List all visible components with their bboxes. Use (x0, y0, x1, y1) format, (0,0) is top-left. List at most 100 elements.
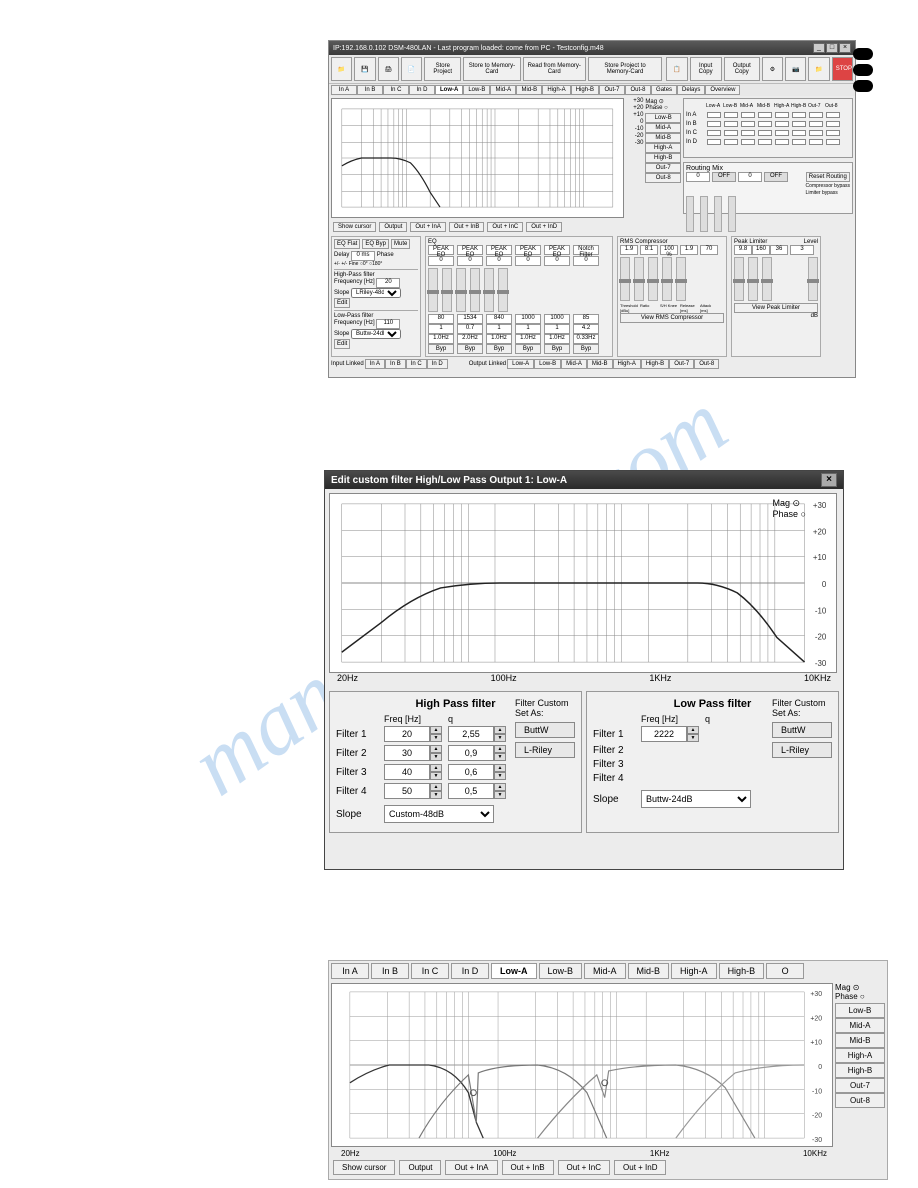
tab-in-d[interactable]: In D (409, 85, 435, 95)
lpf-slope-select[interactable]: Buttw-24dB (351, 329, 401, 339)
tab[interactable]: Mid-A (584, 963, 626, 979)
lriley-button[interactable]: L-Riley (515, 742, 575, 758)
matrix-cell[interactable] (826, 112, 840, 118)
tab[interactable]: In B (371, 963, 409, 979)
matrix-cell[interactable] (758, 112, 772, 118)
eq-bws[interactable]: 1.0Hz (544, 334, 570, 344)
lpf-freq-input[interactable]: 110 (376, 319, 400, 329)
save-icon[interactable]: 💾 (354, 57, 375, 81)
hp-slope-select[interactable]: Custom-48dB (384, 805, 494, 823)
matrix-cell[interactable] (826, 139, 840, 145)
matrix-cell[interactable] (707, 121, 721, 127)
matrix-cell[interactable] (707, 139, 721, 145)
freq-input[interactable]: ▲▼ (641, 726, 699, 742)
eq-qs[interactable]: 1 (486, 324, 512, 334)
matrix-cell[interactable] (707, 130, 721, 136)
matrix-cell[interactable] (826, 121, 840, 127)
matrix-cell[interactable] (809, 139, 823, 145)
eq-slider[interactable] (456, 268, 466, 312)
rms-slider[interactable] (662, 257, 672, 301)
tab[interactable]: Mid-B (628, 963, 670, 979)
overlay-mid-a[interactable]: Mid-A (645, 123, 681, 133)
eq-zeros[interactable]: 0 (486, 256, 512, 266)
reset-routing-button[interactable]: Reset Routing (806, 172, 850, 182)
matrix-cell[interactable] (792, 139, 806, 145)
lpf-edit-button[interactable]: Edit (334, 339, 350, 349)
linked-out[interactable]: Low-A (507, 359, 534, 369)
eq-slider[interactable] (498, 268, 508, 312)
icon3[interactable]: 📁 (808, 57, 829, 81)
tab-low-a[interactable]: Low-A (435, 85, 463, 95)
rms-slider[interactable] (648, 257, 658, 301)
rms-val[interactable]: 100 % (660, 245, 678, 255)
matrix-cell[interactable] (809, 112, 823, 118)
view-btn[interactable]: Out + InB (449, 222, 485, 232)
print-icon[interactable]: 🖨 (378, 57, 399, 81)
page-icon[interactable]: 📄 (401, 57, 422, 81)
eq-byp-button[interactable]: EQ Byp (362, 239, 389, 249)
matrix-cell[interactable] (775, 112, 789, 118)
matrix-cell[interactable] (775, 121, 789, 127)
tab-mid-a[interactable]: Mid-A (490, 85, 516, 95)
overlay-out-7[interactable]: Out-7 (645, 163, 681, 173)
tab-delays[interactable]: Delays (677, 85, 705, 95)
rms-val[interactable]: 1.9 (680, 245, 698, 255)
routing-slider[interactable] (728, 196, 736, 232)
peak-slider[interactable] (762, 257, 772, 301)
rms-val[interactable]: 1.9 (620, 245, 638, 255)
tab-out-8[interactable]: Out-8 (625, 85, 651, 95)
rms-slider[interactable] (676, 257, 686, 301)
eq-types[interactable]: PEAK EQ (428, 245, 454, 255)
read-memcard-button[interactable]: Read from Memory-Card (523, 57, 586, 81)
matrix-cell[interactable] (758, 139, 772, 145)
tab-gates[interactable]: Gates (651, 85, 677, 95)
view-btn[interactable]: Out + InD (614, 1160, 666, 1175)
peak-slider[interactable] (734, 257, 744, 301)
buttw-button[interactable]: ButtW (772, 722, 832, 738)
overlay-btn[interactable]: High-B (835, 1063, 885, 1078)
routing-val[interactable]: 0 (686, 172, 710, 182)
icon2[interactable]: 📷 (785, 57, 806, 81)
store-proj-memcard-button[interactable]: Store Project to Memory-Card (588, 57, 662, 81)
linked-out[interactable]: Low-B (534, 359, 561, 369)
eq-freqs[interactable]: 840 (486, 314, 512, 324)
overlay-high-a[interactable]: High-A (645, 143, 681, 153)
q-input[interactable]: ▲▼ (448, 726, 506, 742)
overlay-btn[interactable]: Mid-A (835, 1018, 885, 1033)
eq-bws[interactable]: 1.0Hz (428, 334, 454, 344)
eq-freqs[interactable]: 1000 (544, 314, 570, 324)
eq-slider[interactable] (484, 268, 494, 312)
output-copy-button[interactable]: Output Copy (724, 57, 760, 81)
tab-overview[interactable]: Overview (705, 85, 740, 95)
routing-slider[interactable] (686, 196, 694, 232)
eq-freqs[interactable]: 85 (573, 314, 599, 324)
matrix-cell[interactable] (826, 130, 840, 136)
overlay-btn[interactable]: High-A (835, 1048, 885, 1063)
matrix-cell[interactable] (775, 130, 789, 136)
rms-val[interactable]: 8:1 (640, 245, 658, 255)
q-input[interactable]: ▲▼ (448, 783, 506, 799)
delay-input[interactable]: 0 ms (351, 251, 375, 261)
eq-byp-button[interactable]: Byp (428, 344, 454, 354)
linked-in[interactable]: In B (385, 359, 406, 369)
tab-low-b[interactable]: Low-B (463, 85, 490, 95)
eq-qs[interactable]: 1 (428, 324, 454, 334)
lriley-button[interactable]: L-Riley (772, 742, 832, 758)
eq-freqs[interactable]: 1000 (515, 314, 541, 324)
tab-high-a[interactable]: High-A (542, 85, 570, 95)
matrix-cell[interactable] (741, 112, 755, 118)
open-icon[interactable]: 📁 (331, 57, 352, 81)
rms-slider[interactable] (634, 257, 644, 301)
stop-button[interactable]: STOP (832, 57, 853, 81)
view-rms-button[interactable]: View RMS Compressor (620, 313, 724, 323)
linked-out[interactable]: Mid-B (587, 359, 613, 369)
matrix-cell[interactable] (775, 139, 789, 145)
minimize-button[interactable]: _ (813, 43, 825, 53)
matrix-cell[interactable] (741, 121, 755, 127)
eq-byp-button[interactable]: Byp (457, 344, 483, 354)
eq-byp-button[interactable]: Byp (573, 344, 599, 354)
eq-freqs[interactable]: 80 (428, 314, 454, 324)
level-input[interactable]: 3 (790, 245, 814, 255)
tab[interactable]: Low-A (491, 963, 537, 979)
view-btn[interactable]: Show cursor (333, 1160, 395, 1175)
